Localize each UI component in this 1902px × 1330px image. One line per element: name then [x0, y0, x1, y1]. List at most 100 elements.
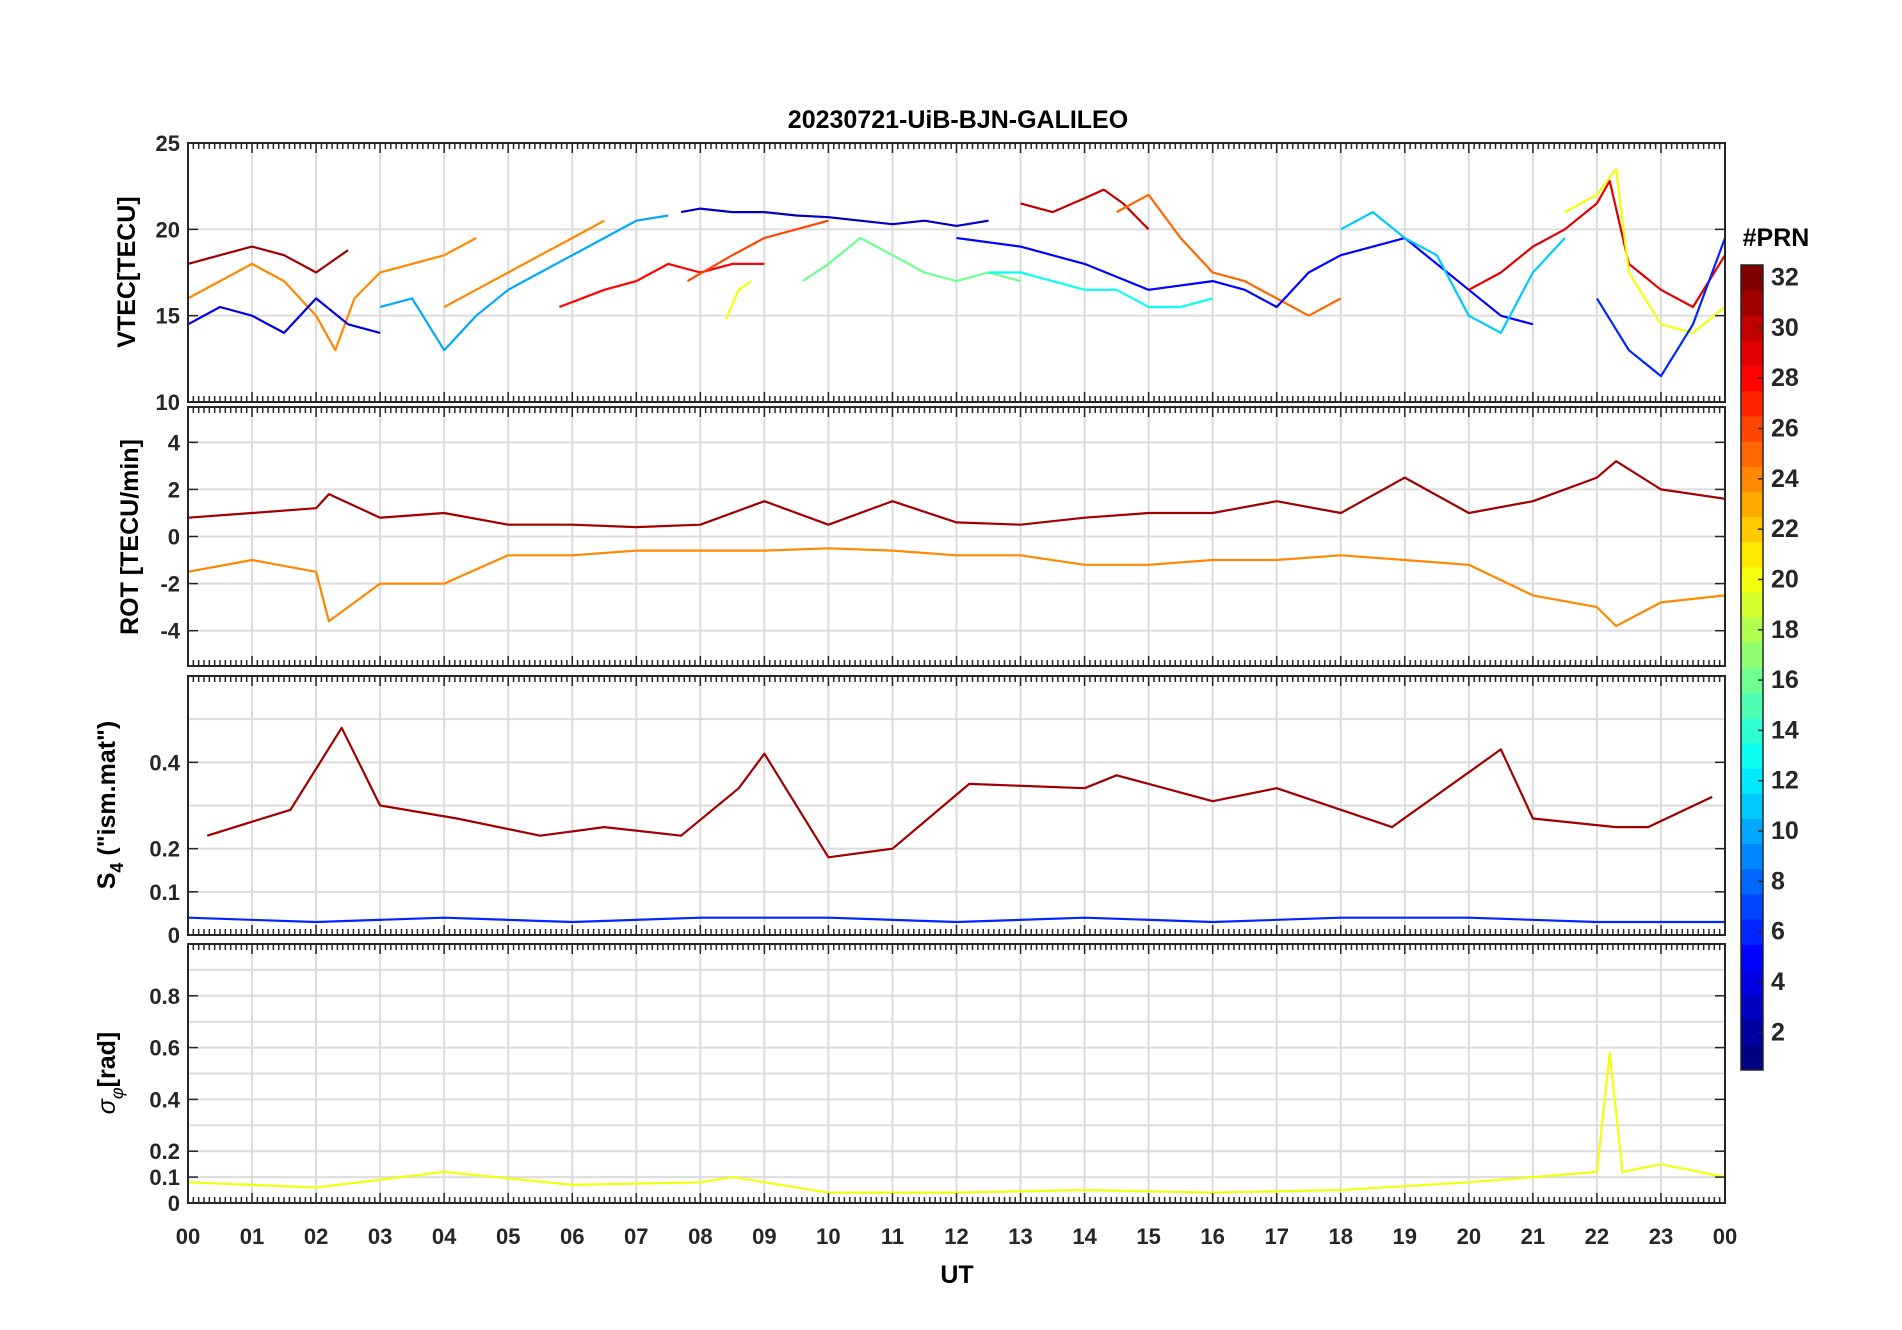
x-tick-label: 16 — [1200, 1224, 1224, 1249]
colorbar-tick-label: 16 — [1771, 666, 1799, 694]
colorbar-block — [1741, 1044, 1763, 1071]
rot-y-tick-label: 0 — [168, 525, 180, 550]
x-tick-label: 07 — [624, 1224, 648, 1249]
x-tick-label: 02 — [304, 1224, 328, 1249]
s4-ylabel-text: S4 ("ism.mat") — [93, 721, 127, 890]
colorbar-block — [1741, 919, 1763, 945]
colorbar-tick-label: 26 — [1771, 415, 1799, 443]
s4-y-tick-label: 0 — [168, 923, 180, 948]
colorbar-block — [1741, 390, 1763, 417]
s4-panel: 0 0.1 0.2 0.4 S4 ("ism.mat") — [93, 675, 1726, 948]
vtec-series-line — [1564, 167, 1726, 334]
x-tick-label: 10 — [816, 1224, 840, 1249]
sigma-y-tick-label: 0.6 — [149, 1036, 180, 1061]
vtec-series-line — [1595, 237, 1727, 378]
vtec-series-line — [686, 219, 829, 283]
sigma-ylabel-text: σφ[rad] — [93, 1032, 127, 1114]
x-tick-label: 22 — [1585, 1224, 1609, 1249]
vtec-series-line — [1340, 211, 1566, 334]
colorbar-block — [1741, 466, 1763, 492]
rot-y-tick-label: -2 — [160, 572, 180, 597]
s4-series-line — [206, 726, 1713, 859]
sigma-y-tick-label: 0.2 — [149, 1139, 180, 1164]
colorbar-tick-label: 22 — [1771, 515, 1799, 543]
vtec-series-line — [187, 237, 477, 352]
colorbar-block — [1741, 868, 1763, 895]
x-axis-label: UT — [940, 1261, 973, 1289]
rot-series-line — [187, 460, 1726, 529]
vtec-series-line — [1468, 179, 1726, 309]
vtec-y-tick-label: 20 — [156, 217, 180, 242]
colorbar-block — [1741, 944, 1763, 970]
sigma-y-tick-label: 0 — [168, 1191, 180, 1216]
x-tick-label: 08 — [688, 1224, 712, 1249]
colorbar-block — [1741, 315, 1763, 341]
colorbar-block — [1741, 843, 1763, 870]
colorbar-tick-label: 24 — [1771, 465, 1799, 493]
s4-y-tick-label: 0.2 — [149, 837, 180, 862]
rot-ylabel: ROT [TECU/min] — [116, 439, 144, 635]
vtec-y-tick-label: 25 — [156, 131, 180, 156]
x-tick-label: 15 — [1136, 1224, 1160, 1249]
colorbar-block — [1741, 667, 1763, 694]
colorbar-block — [1741, 365, 1763, 392]
x-tick-label: 11 — [881, 1224, 904, 1249]
colorbar-tick-label: 4 — [1771, 968, 1785, 996]
x-tick-label: 01 — [240, 1224, 264, 1249]
x-tick-label: 21 — [1521, 1224, 1545, 1249]
colorbar-tick-label: 30 — [1771, 314, 1799, 342]
colorbar-block — [1741, 994, 1763, 1021]
sigma-y-tick-label: 0.1 — [149, 1165, 180, 1190]
s4-series-line — [187, 916, 1725, 924]
vtec-ylabel: VTEC[TECU] — [113, 196, 141, 347]
colorbar-tick-label: 8 — [1771, 867, 1785, 895]
x-tick-label: 13 — [1008, 1224, 1032, 1249]
colorbar-block — [1741, 742, 1763, 769]
colorbar-block — [1741, 617, 1763, 643]
vtec-panel: 10 15 20 25 VTEC[TECU] — [113, 131, 1727, 415]
rot-y-tick-label: 4 — [168, 430, 181, 455]
colorbar-block — [1741, 717, 1763, 744]
sigma-series-line — [187, 1051, 1726, 1194]
s4-y-tick-label: 0.1 — [149, 880, 180, 905]
x-tick-label: 00 — [176, 1224, 200, 1249]
colorbar-block — [1741, 441, 1763, 467]
vtec-y-tick-label: 15 — [156, 304, 180, 329]
vtec-y-tick-label: 10 — [156, 390, 180, 415]
colorbar-tick-label: 28 — [1771, 364, 1799, 392]
colorbar-title: #PRN — [1743, 224, 1810, 252]
colorbar-tick-label: 32 — [1771, 264, 1799, 292]
x-tick-label: 17 — [1264, 1224, 1288, 1249]
colorbar-block — [1741, 566, 1763, 593]
colorbar-block — [1741, 818, 1763, 845]
colorbar-block — [1741, 491, 1763, 518]
colorbar-block — [1741, 340, 1763, 367]
sigma-panel: 00.10.2 0.4 0.6 0.8 σφ[rad] — [93, 943, 1726, 1216]
x-tick-label: 23 — [1649, 1224, 1673, 1249]
colorbar-block — [1741, 768, 1763, 794]
colorbar-block — [1741, 793, 1763, 819]
x-tick-label: 20 — [1457, 1224, 1481, 1249]
colorbar-tick-label: 20 — [1771, 565, 1799, 593]
colorbar-tick-label: 6 — [1771, 918, 1785, 946]
vtec-series-line — [1116, 193, 1342, 317]
x-tick-label: 14 — [1072, 1224, 1097, 1249]
colorbar-block — [1741, 415, 1763, 442]
x-tick-label: 00 — [1713, 1224, 1737, 1249]
vtec-series-line — [724, 280, 753, 320]
colorbar-tick-label: 12 — [1771, 767, 1799, 795]
vtec-series-line — [187, 245, 349, 274]
colorbar-tick-label: 2 — [1771, 1018, 1785, 1046]
rot-series-line — [187, 547, 1726, 628]
x-tick-label: 12 — [944, 1224, 968, 1249]
rot-y-tick-label: -4 — [160, 619, 180, 644]
vtec-series-line — [379, 214, 669, 352]
colorbar-tick-label: 18 — [1771, 616, 1799, 644]
sigma-ylabel: σφ[rad] — [93, 1032, 127, 1114]
x-tick-labels: 00 01 02 03 04 05 06 07 08 09 10 11 12 13 14 15 16 17 18 19… — [176, 1224, 1737, 1249]
colorbar-block — [1741, 541, 1763, 568]
x-tick-label: 06 — [560, 1224, 584, 1249]
x-tick-label: 05 — [496, 1224, 520, 1249]
colorbar-tick-label: 14 — [1771, 716, 1799, 744]
